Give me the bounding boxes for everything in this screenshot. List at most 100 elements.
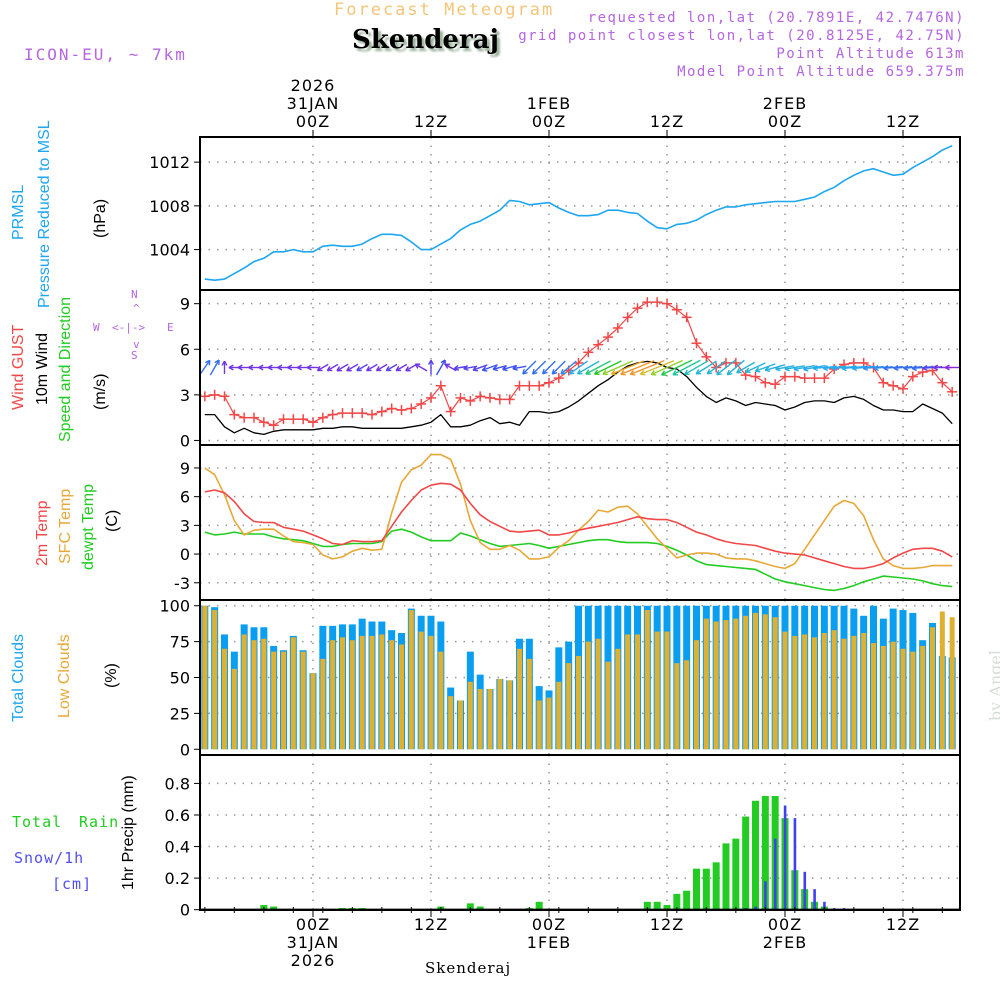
wind-arrow-head (560, 369, 564, 375)
wind-arrow-head (745, 367, 750, 373)
wind-arrow (306, 364, 319, 371)
low-cloud-bar (930, 627, 935, 750)
wind-arrow (764, 364, 786, 373)
wind-arrow-shaft (620, 360, 655, 375)
wind-arrow-shaft (640, 360, 675, 375)
low-cloud-bar (762, 614, 768, 750)
gust-marker (593, 339, 604, 350)
legend-snow: Snow/1h (14, 849, 84, 867)
wind-arrow (472, 364, 488, 372)
wind-arrow-head (427, 359, 432, 365)
location-title: Skenderaj (352, 25, 499, 55)
y-tick-label: 50 (170, 669, 190, 688)
gust-marker (898, 383, 908, 394)
compass-s: S (131, 349, 138, 362)
snow-bar (803, 871, 807, 910)
gust-marker (357, 408, 368, 419)
low-cloud-bar (526, 658, 532, 750)
wind-arrow-head (531, 369, 535, 375)
wind-arrow-shaft (873, 365, 893, 370)
wind-arrow-shaft (532, 360, 547, 375)
low-cloud-bar (635, 634, 640, 750)
wind-arrow (221, 360, 228, 374)
wind-arrow-head (228, 364, 234, 369)
low-cloud-bar (723, 620, 729, 750)
y-tick-label: 9 (180, 295, 190, 314)
x-tick-label-bottom: 00Z (768, 915, 802, 934)
wind-arrow-head (812, 367, 819, 372)
gust-marker (249, 412, 259, 423)
low-cloud-bar (418, 631, 424, 750)
low-cloud-bar (939, 611, 945, 750)
low-cloud-bar (241, 634, 247, 750)
gust-marker (780, 371, 790, 382)
wind-arrow-head (237, 364, 243, 369)
compass-w: W (93, 321, 100, 334)
wind-arrow-head (463, 368, 469, 371)
wind-arrow-head (933, 364, 939, 369)
wind-arrow (716, 359, 736, 376)
wind-arrow-head (639, 369, 645, 375)
wind-arrow-head (611, 373, 617, 376)
wind-arrow (551, 360, 566, 375)
wind-arrow (375, 363, 388, 372)
low-cloud-bar (222, 648, 227, 750)
y-tick-label: 6 (180, 340, 190, 359)
low-cloud-bar (310, 673, 316, 750)
snow-bar (813, 889, 816, 910)
low-cloud-bar (821, 633, 827, 750)
wind-arrow (784, 365, 805, 372)
wind-arrow (672, 359, 701, 376)
wind-arrow (228, 364, 240, 371)
wind-arrow-head (440, 359, 446, 364)
wind-arrow-head (228, 366, 234, 371)
wind-arrow (736, 361, 755, 374)
gust-marker (209, 389, 220, 400)
rain-bar (673, 893, 681, 910)
wind-arrow-shaft (793, 364, 816, 371)
gust-marker (199, 391, 210, 402)
wind-arrow-head (576, 369, 581, 375)
wind-arrow-head (512, 368, 518, 371)
low-cloud-bar (399, 644, 404, 750)
x-tick-label-top: 00Z (532, 112, 566, 131)
low-cloud-bar (556, 681, 562, 750)
y-tick-label: 1004 (149, 241, 190, 260)
wind-arrow-head (911, 367, 917, 372)
wind-arrow-head (841, 367, 847, 372)
low-cloud-bar (507, 680, 513, 750)
grid-layer (200, 137, 960, 910)
x-tick-label-bottom: 31JAN (287, 933, 340, 952)
gust-marker (367, 409, 377, 420)
low-cloud-bar (753, 612, 758, 750)
compass-n: N (131, 288, 138, 301)
wind-arrow (326, 363, 339, 372)
wind-arrow-head (803, 368, 809, 372)
low-cloud-bar (674, 663, 680, 750)
point-altitude: Point Altitude 613m (776, 46, 965, 62)
gust-marker (878, 377, 889, 388)
wind-arrow-shaft (209, 359, 220, 376)
x-tick-label-top: 12Z (414, 112, 448, 131)
gust-marker (770, 379, 781, 390)
gust-marker (406, 403, 417, 414)
gust-marker (760, 377, 771, 388)
wind-arrow (560, 360, 577, 375)
wind-arrow-shaft (199, 359, 211, 376)
rain-bar (693, 868, 700, 910)
low-cloud-bar (841, 638, 847, 750)
gust-marker (603, 332, 613, 343)
gust-marker (327, 409, 338, 420)
wind-arrow-head (472, 369, 479, 372)
x-tick-label-bottom: 00Z (532, 915, 566, 934)
wind-arrow-head (620, 369, 625, 375)
wind-arrow-shaft (336, 363, 349, 372)
wind-arrow-head (736, 368, 740, 374)
wind-arrow-head (569, 372, 575, 375)
gust-marker (701, 351, 712, 362)
wind-arrow-head (755, 370, 761, 373)
footer-location: Skenderaj (425, 959, 511, 977)
wind-arrow-shaft (602, 360, 634, 375)
wind-arrow-head (893, 367, 899, 371)
wind-arrow-head (695, 369, 700, 375)
